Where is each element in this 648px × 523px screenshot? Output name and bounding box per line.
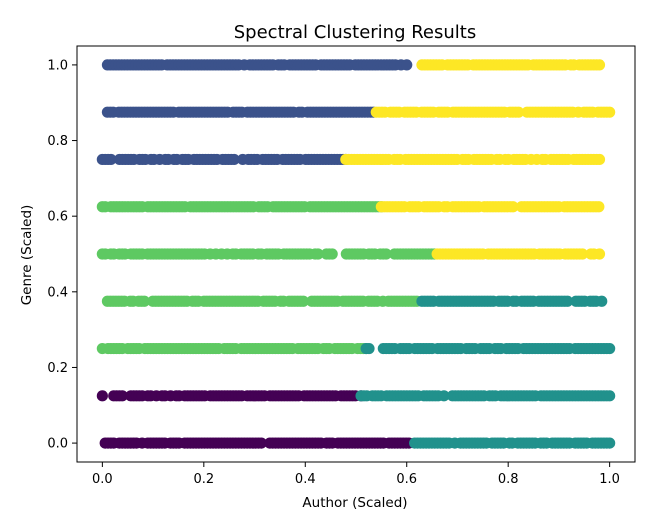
data-point-genre-0.125-cluster-2 xyxy=(438,390,450,402)
data-point-genre-0.125-cluster-0 xyxy=(116,390,128,402)
x-axis-ticks: 0.0 0.2 0.4 0.6 0.8 1.0 xyxy=(92,462,620,487)
data-point-genre-0.5-cluster-4 xyxy=(576,248,589,260)
x-tick-label: 0.0 xyxy=(92,472,113,487)
data-point-genre-0.75-cluster-4 xyxy=(593,153,606,166)
data-point-genre-0.375-cluster-3 xyxy=(138,295,150,307)
data-point-genre-0-cluster-2 xyxy=(604,437,616,449)
data-point-genre-0.5-cluster-3 xyxy=(326,248,338,260)
data-point-genre-0.875-cluster-4 xyxy=(512,106,525,118)
y-tick-label: 0.8 xyxy=(47,134,68,149)
x-tick-label: 0.8 xyxy=(498,472,519,487)
data-point-genre-1-cluster-1 xyxy=(401,59,413,71)
data-point-genre-0.375-cluster-2 xyxy=(596,295,608,307)
y-tick-label: 0.2 xyxy=(47,361,68,376)
plot-frame xyxy=(76,45,636,463)
y-axis-label: Genre (Scaled) xyxy=(19,205,35,306)
y-tick-label: 0.0 xyxy=(47,437,68,452)
data-point-genre-0.625-cluster-4 xyxy=(507,201,519,213)
data-point-genre-0.625-cluster-4 xyxy=(593,201,605,213)
data-point-genre-0.75-cluster-1 xyxy=(105,153,117,166)
y-tick-label: 0.4 xyxy=(47,285,68,300)
data-point-genre-0.25-cluster-2 xyxy=(604,342,616,355)
data-point-genre-0.75-cluster-1 xyxy=(228,153,240,166)
data-point-genre-0.375-cluster-2 xyxy=(561,295,574,307)
x-axis-label: Author (Scaled) xyxy=(302,495,407,511)
data-point-genre-0.5-cluster-3 xyxy=(380,248,392,260)
data-point-genre-0.875-cluster-4 xyxy=(604,106,616,118)
points-layer xyxy=(96,59,616,449)
chart-title: Spectral Clustering Results xyxy=(234,22,476,43)
data-point-genre-1-cluster-4 xyxy=(593,59,606,71)
x-tick-label: 0.6 xyxy=(396,472,417,487)
data-point-genre-0.25-cluster-2 xyxy=(363,342,375,355)
y-tick-label: 0.6 xyxy=(47,210,68,225)
data-point-genre-0.125-cluster-2 xyxy=(604,390,616,402)
y-tick-label: 1.0 xyxy=(47,58,68,73)
data-point-genre-0.5-cluster-4 xyxy=(593,248,606,260)
x-tick-label: 0.4 xyxy=(295,472,316,487)
y-axis-ticks: 0.0 0.2 0.4 0.6 0.8 1.0 xyxy=(47,58,77,452)
x-tick-label: 1.0 xyxy=(599,472,620,487)
data-point-genre-0.125-cluster-0 xyxy=(96,390,108,402)
data-point-genre-0.375-cluster-3 xyxy=(297,295,309,307)
data-point-genre-0-cluster-0 xyxy=(255,437,267,449)
data-point-genre-0.5-cluster-3 xyxy=(312,248,324,260)
x-tick-label: 0.2 xyxy=(193,472,214,487)
